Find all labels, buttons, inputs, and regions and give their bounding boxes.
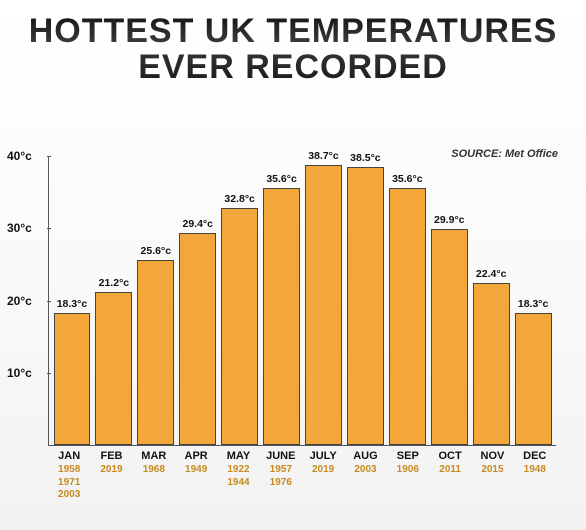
bar: 29.9°c: [431, 229, 468, 445]
x-axis-column: JAN195819712003: [48, 446, 90, 502]
month-label: JULY: [302, 446, 344, 462]
month-label: DEC: [514, 446, 556, 462]
bars-container: 18.3°c21.2°c25.6°c29.4°c32.8°c35.6°c38.7…: [49, 156, 556, 445]
bar-wrap: 38.7°c: [303, 156, 345, 445]
record-years: 19571976: [260, 462, 302, 489]
y-axis-tick: 30°c: [7, 221, 32, 235]
bar-wrap: 25.6°c: [135, 156, 177, 445]
bar-wrap: 35.6°c: [261, 156, 303, 445]
bar: 35.6°c: [389, 188, 426, 445]
bar-value-label: 35.6°c: [266, 173, 296, 185]
temperature-bar-chart: 18.3°c21.2°c25.6°c29.4°c32.8°c35.6°c38.7…: [48, 156, 556, 446]
x-axis-column: SEP1906: [387, 446, 429, 502]
x-axis-column: JULY2019: [302, 446, 344, 502]
bar: 18.3°c: [54, 313, 91, 445]
record-years: 19221944: [217, 462, 259, 489]
bar: 29.4°c: [179, 233, 216, 445]
x-axis-column: OCT2011: [429, 446, 471, 502]
bar: 22.4°c: [473, 283, 510, 445]
bar-wrap: 29.4°c: [177, 156, 219, 445]
record-years: 2019: [90, 462, 132, 477]
x-axis-column: MAR1968: [133, 446, 175, 502]
record-years: 1968: [133, 462, 175, 477]
bar-value-label: 25.6°c: [141, 245, 171, 257]
bar-wrap: 22.4°c: [470, 156, 512, 445]
month-label: APR: [175, 446, 217, 462]
bar-wrap: 18.3°c: [51, 156, 93, 445]
bar-wrap: 29.9°c: [428, 156, 470, 445]
bar: 35.6°c: [263, 188, 300, 445]
month-label: FEB: [90, 446, 132, 462]
bar-wrap: 21.2°c: [93, 156, 135, 445]
bar: 38.5°c: [347, 167, 384, 445]
x-axis-column: FEB2019: [90, 446, 132, 502]
bar-value-label: 38.5°c: [350, 152, 380, 164]
x-axis-column: AUG2003: [344, 446, 386, 502]
month-label: JUNE: [260, 446, 302, 462]
record-years: 1949: [175, 462, 217, 477]
x-axis-column: NOV2015: [471, 446, 513, 502]
month-label: JAN: [48, 446, 90, 462]
record-years: 2015: [471, 462, 513, 477]
x-axis-column: MAY19221944: [217, 446, 259, 502]
bar-value-label: 18.3°c: [518, 298, 548, 310]
record-years: 1948: [514, 462, 556, 477]
y-axis-tick: 40°c: [7, 149, 32, 163]
bar: 25.6°c: [137, 260, 174, 445]
month-label: AUG: [344, 446, 386, 462]
bar-wrap: 18.3°c: [512, 156, 554, 445]
bar-value-label: 29.4°c: [182, 218, 212, 230]
bar-wrap: 38.5°c: [344, 156, 386, 445]
bar: 18.3°c: [515, 313, 552, 445]
record-years: 1906: [387, 462, 429, 477]
bar-value-label: 35.6°c: [392, 173, 422, 185]
x-axis-column: DEC1948: [514, 446, 556, 502]
bar: 21.2°c: [95, 292, 132, 445]
bar-wrap: 35.6°c: [386, 156, 428, 445]
month-label: SEP: [387, 446, 429, 462]
record-years: 2003: [344, 462, 386, 477]
bar-wrap: 32.8°c: [219, 156, 261, 445]
bar-value-label: 32.8°c: [224, 193, 254, 205]
bar-value-label: 21.2°c: [99, 277, 129, 289]
month-label: NOV: [471, 446, 513, 462]
bar: 32.8°c: [221, 208, 258, 445]
x-axis-labels: JAN195819712003FEB2019MAR1968APR1949MAY1…: [48, 446, 556, 502]
y-axis-tick: 10°c: [7, 366, 32, 380]
bar-value-label: 22.4°c: [476, 268, 506, 280]
bar-value-label: 18.3°c: [57, 298, 87, 310]
bar-value-label: 38.7°c: [308, 150, 338, 162]
bar: 38.7°c: [305, 165, 342, 445]
x-axis-column: JUNE19571976: [260, 446, 302, 502]
month-label: OCT: [429, 446, 471, 462]
record-years: 2011: [429, 462, 471, 477]
month-label: MAY: [217, 446, 259, 462]
chart-title: HOTTEST UK TEMPERATURES EVER RECORDED: [0, 0, 586, 85]
y-axis-tick: 20°c: [7, 294, 32, 308]
record-years: 195819712003: [48, 462, 90, 502]
bar-value-label: 29.9°c: [434, 214, 464, 226]
month-label: MAR: [133, 446, 175, 462]
x-axis-column: APR1949: [175, 446, 217, 502]
record-years: 2019: [302, 462, 344, 477]
plot-area: 18.3°c21.2°c25.6°c29.4°c32.8°c35.6°c38.7…: [48, 156, 556, 446]
